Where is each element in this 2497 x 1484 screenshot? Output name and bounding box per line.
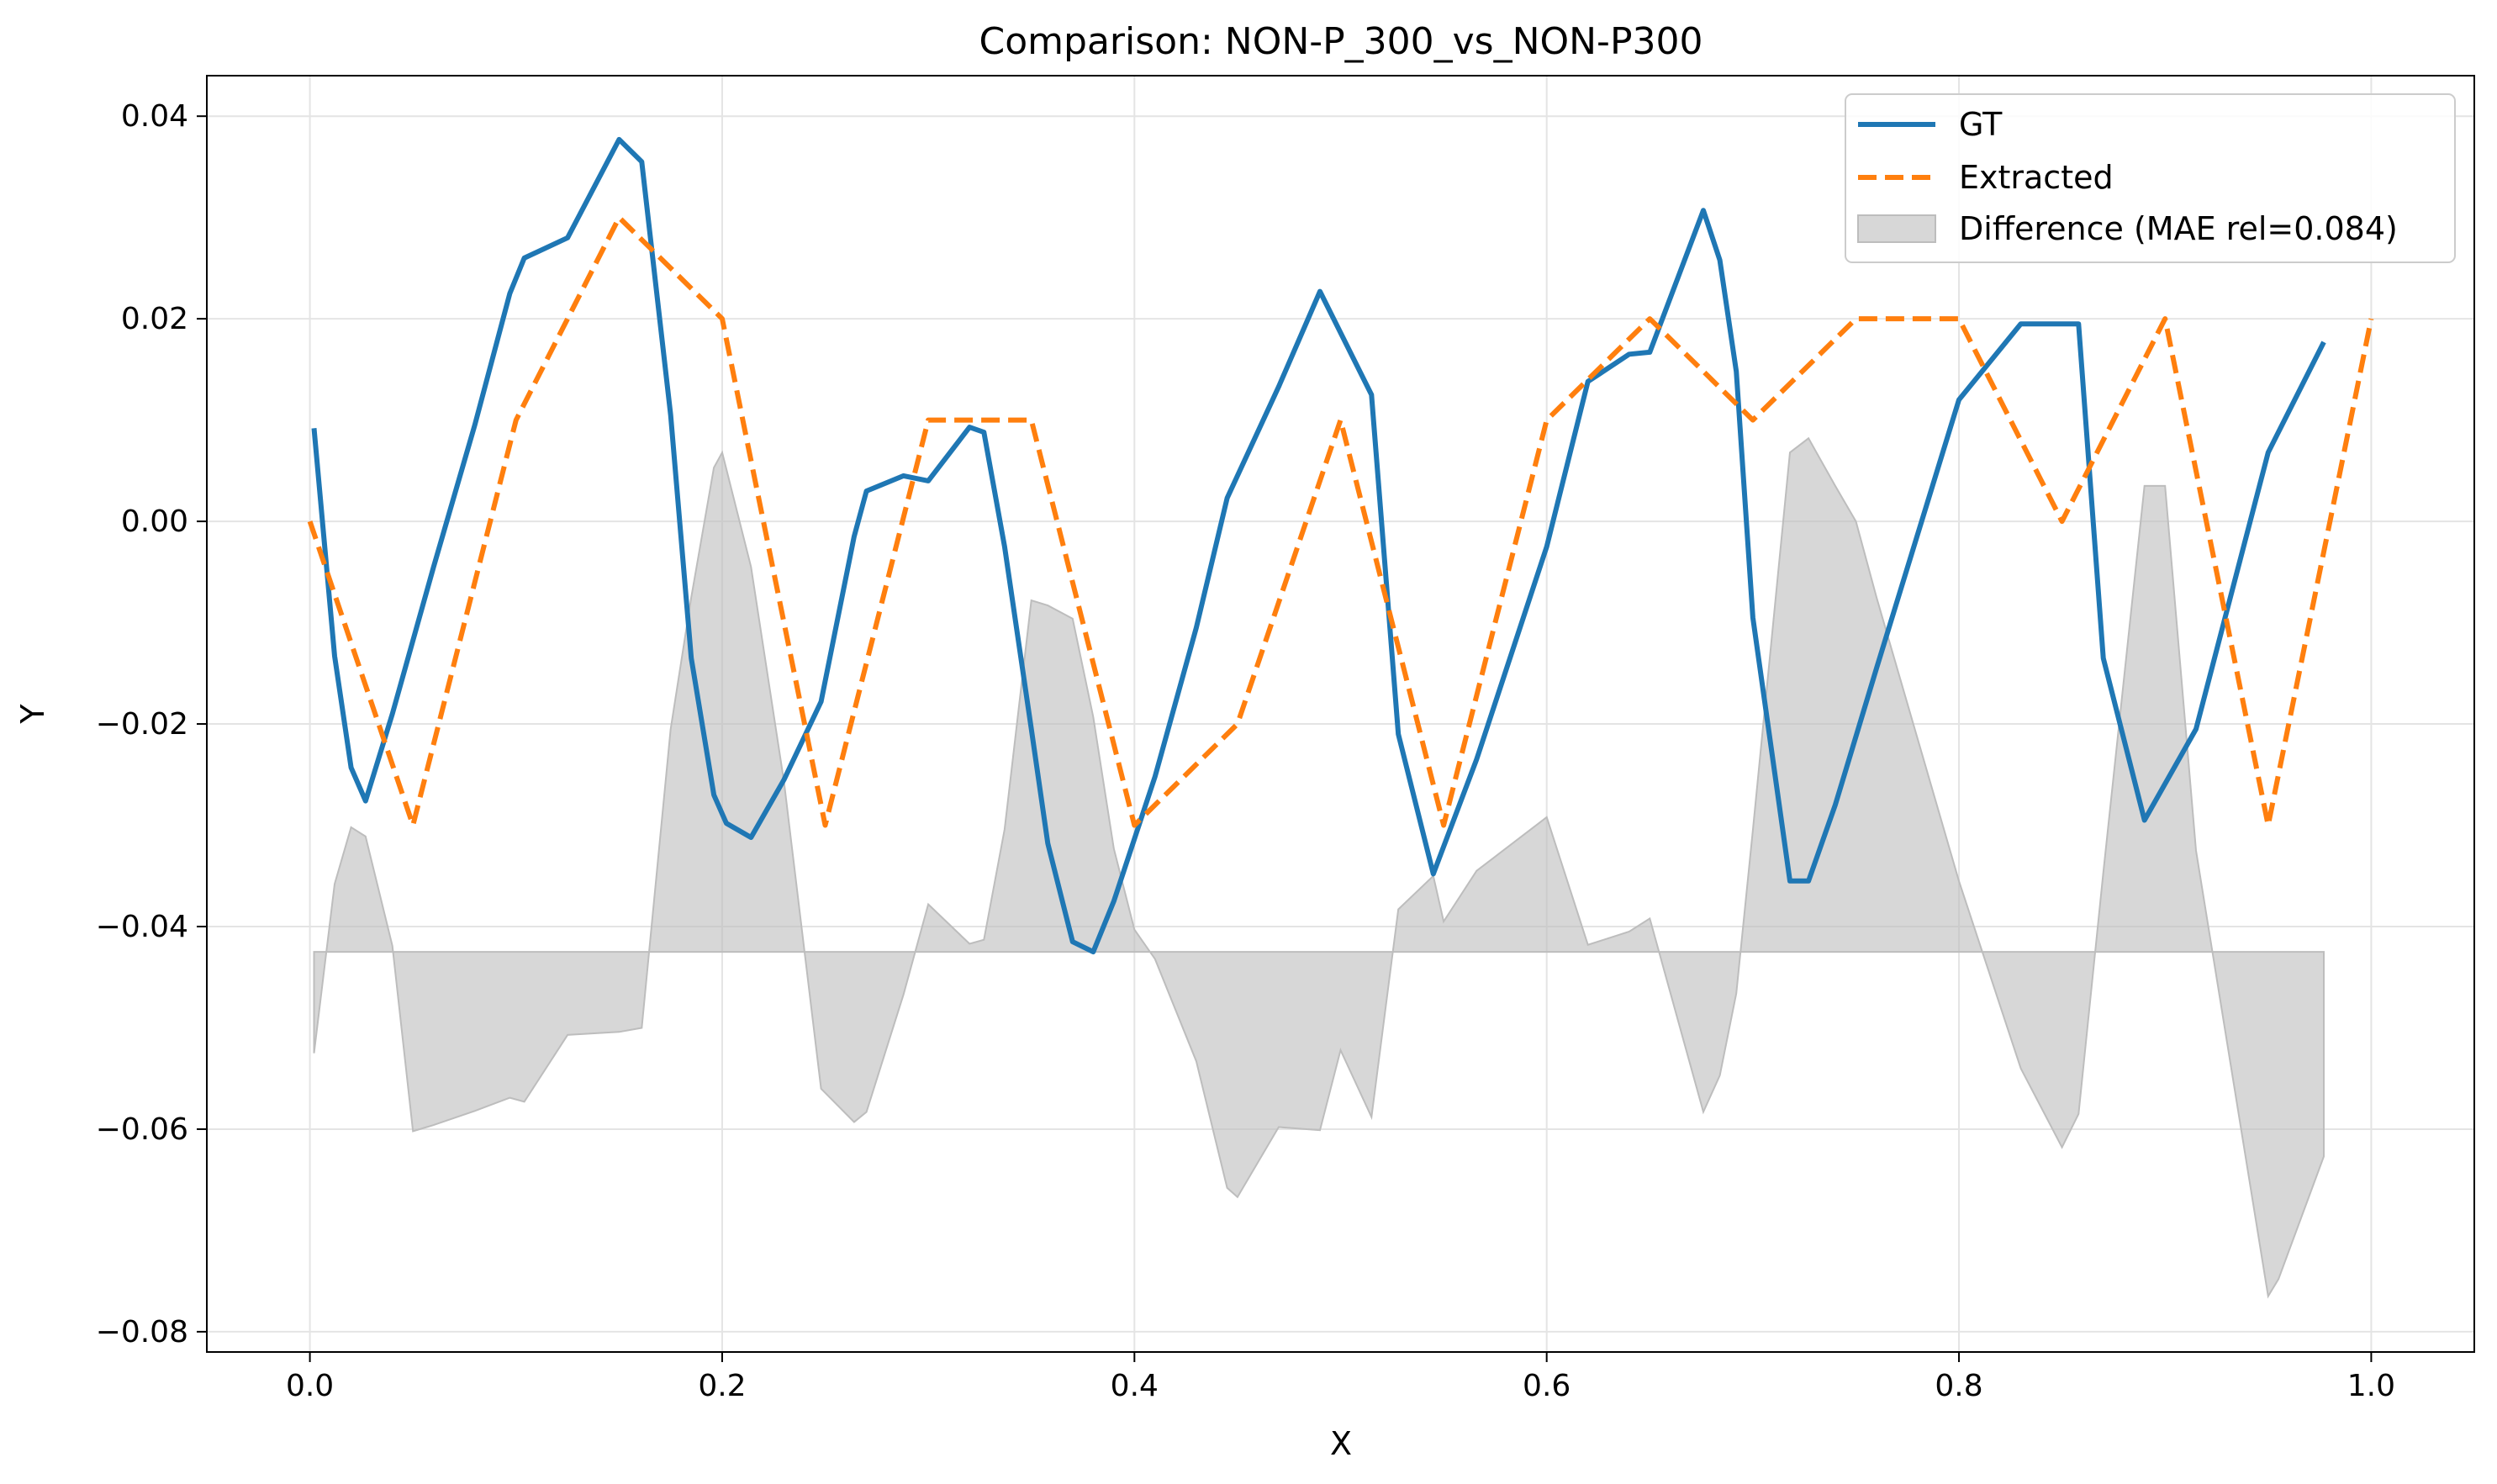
difference-area-layer xyxy=(313,436,2325,1299)
y-tick-label: 0.02 xyxy=(121,302,188,336)
legend: GT Extracted Difference (MAE rel=0.084) xyxy=(1845,93,2456,263)
extracted-line xyxy=(307,214,2374,828)
y-tick-label: −0.04 xyxy=(96,910,188,944)
y-axis-label: Y xyxy=(14,704,51,725)
y-tick-label: −0.08 xyxy=(96,1315,188,1349)
gridlines xyxy=(207,76,2474,1352)
x-tick-label: 0.0 xyxy=(286,1369,334,1403)
y-tick-label: −0.02 xyxy=(96,707,188,742)
difference-area xyxy=(313,436,2325,1299)
plot-frame xyxy=(206,75,2475,1353)
series-lines-layer xyxy=(307,136,2374,955)
x-axis-label: X xyxy=(1330,1425,1352,1462)
x-tick-label: 0.6 xyxy=(1523,1369,1571,1403)
legend-box xyxy=(1845,93,2456,263)
x-tick-label: 0.8 xyxy=(1935,1369,1982,1403)
x-tick-label: 0.2 xyxy=(698,1369,746,1403)
axis-ticks: 0.0 0.2 0.4 0.6 0.8 1.0 −0.08 −0.06 −0.04 −0.02 0.… xyxy=(96,99,2395,1403)
legend-extracted-label: Extracted xyxy=(1959,159,2114,196)
legend-difference-swatch xyxy=(1857,214,1936,243)
y-tick-label: 0.00 xyxy=(121,504,188,539)
chart-title: Comparison: NON-P_300_vs_NON-P300 xyxy=(979,20,1703,63)
legend-gt-label: GT xyxy=(1959,106,2003,143)
x-tick-label: 0.4 xyxy=(1111,1369,1159,1403)
y-tick-label: 0.04 xyxy=(121,99,188,134)
y-tick-label: −0.06 xyxy=(96,1112,188,1147)
gt-line xyxy=(311,136,2326,955)
legend-difference-label: Difference (MAE rel=0.084) xyxy=(1959,210,2398,247)
x-tick-label: 1.0 xyxy=(2347,1369,2395,1403)
